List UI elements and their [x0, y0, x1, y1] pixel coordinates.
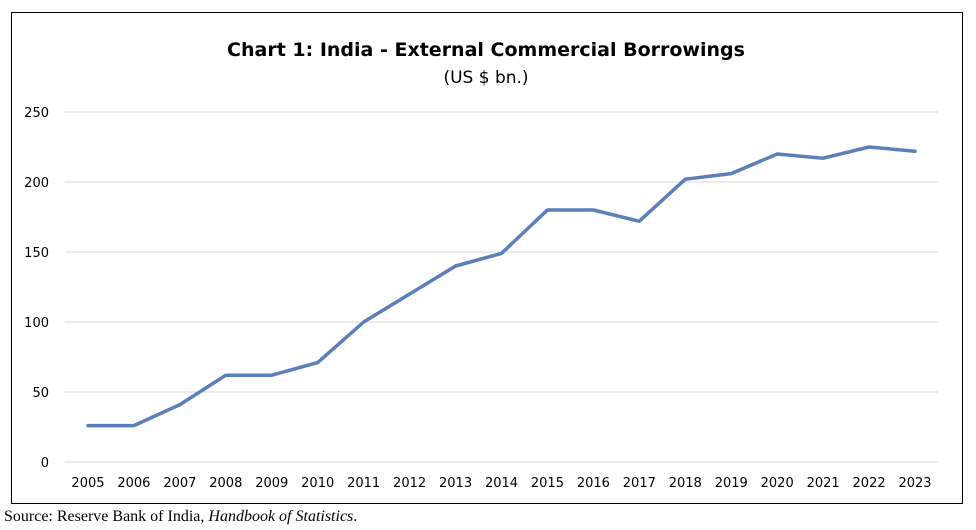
source-suffix: .	[353, 508, 358, 525]
x-tick-label: 2017	[623, 476, 656, 491]
y-tick-label: 250	[24, 106, 49, 121]
x-tick-label: 2013	[439, 476, 472, 491]
y-tick-label: 200	[24, 176, 49, 191]
x-tick-label: 2018	[669, 476, 702, 491]
x-tick-label: 2011	[347, 476, 380, 491]
x-tick-label: 2020	[761, 476, 794, 491]
x-tick-label: 2022	[853, 476, 886, 491]
chart-frame: Chart 1: India - External Commercial Bor…	[11, 12, 963, 504]
y-tick-label: 50	[32, 386, 49, 401]
x-tick-label: 2012	[393, 476, 426, 491]
y-axis-tick-labels: 0 50 100 150 200 250	[24, 106, 49, 471]
x-tick-label: 2010	[301, 476, 334, 491]
x-tick-label: 2019	[715, 476, 748, 491]
x-tick-label: 2005	[71, 476, 104, 491]
source-publication: Handbook of Statistics	[208, 508, 354, 525]
x-tick-label: 2016	[577, 476, 610, 491]
y-tick-label: 150	[24, 246, 49, 261]
x-tick-label: 2014	[485, 476, 518, 491]
x-tick-label: 2008	[209, 476, 242, 491]
x-tick-label: 2015	[531, 476, 564, 491]
x-axis-tick-labels: 2005 2006 2007 2008 2009 2010 2011 2012 2013 2014…	[71, 476, 931, 491]
x-tick-label: 2021	[807, 476, 840, 491]
y-tick-label: 100	[24, 316, 49, 331]
series-group	[86, 145, 917, 428]
x-tick-label: 2006	[117, 476, 150, 491]
line-chart: Chart 1: India - External Commercial Bor…	[24, 39, 938, 491]
x-tick-label: 2009	[255, 476, 288, 491]
source-note: Source: Reserve Bank of India, Handbook …	[4, 508, 357, 526]
chart-subtitle: (US $ bn.)	[443, 68, 528, 88]
gridlines	[65, 111, 938, 463]
series-line	[86, 145, 917, 428]
x-tick-label: 2007	[163, 476, 196, 491]
chart-title: Chart 1: India - External Commercial Bor…	[227, 39, 745, 61]
source-prefix: Source: Reserve Bank of India,	[4, 508, 209, 525]
x-tick-label: 2023	[898, 476, 931, 491]
y-tick-label: 0	[41, 456, 49, 471]
